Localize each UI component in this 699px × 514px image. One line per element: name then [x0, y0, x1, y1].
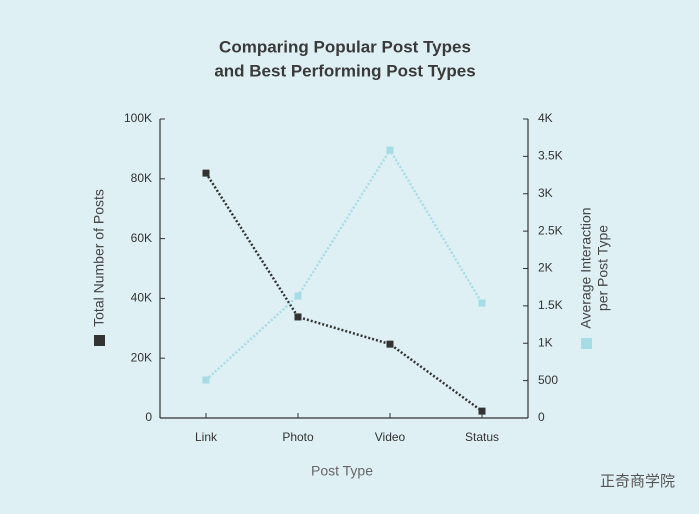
legend-swatch: [581, 338, 592, 349]
data-point: [294, 313, 302, 321]
data-point: [478, 299, 486, 307]
chart-title: and Best Performing Post Types: [214, 61, 475, 80]
watermark: 正奇商学院: [600, 472, 675, 490]
series-line: [205, 147, 484, 381]
x-axis-title: Post Type: [311, 463, 373, 479]
y2-tick-label: 500: [538, 373, 558, 387]
y2-tick-label: 2K: [538, 261, 553, 275]
y-tick-label: 0: [145, 410, 152, 424]
data-point: [202, 376, 210, 384]
y2-tick-label: 4K: [538, 111, 553, 125]
chart-title: Comparing Popular Post Types: [219, 37, 471, 56]
y-tick-label: 100K: [124, 111, 152, 125]
data-point: [202, 169, 210, 177]
data-point: [294, 292, 302, 300]
series-line: [204, 172, 483, 413]
y-tick-label: 80K: [131, 171, 152, 185]
x-tick-label: Video: [375, 430, 406, 444]
x-tick-label: Link: [195, 430, 218, 444]
y-tick-label: 40K: [131, 291, 152, 305]
y2-tick-label: 1K: [538, 335, 553, 349]
y2-tick-label: 3K: [538, 186, 553, 200]
y2-tick-label: 2.5K: [538, 223, 563, 237]
data-point: [386, 146, 394, 154]
x-tick-label: Status: [465, 430, 499, 444]
y-tick-label: 60K: [131, 231, 152, 245]
y2-tick-label: 3.5K: [538, 149, 563, 163]
data-point: [386, 340, 394, 348]
y2-axis-title: per Post Type: [595, 225, 611, 311]
data-point: [478, 407, 486, 415]
y2-axis-title: Average Interaction: [578, 207, 594, 328]
y-tick-label: 20K: [131, 350, 152, 364]
x-tick-label: Photo: [282, 430, 314, 444]
legend-swatch: [94, 335, 105, 346]
y2-tick-label: 1.5K: [538, 298, 563, 312]
y2-tick-label: 0: [538, 410, 545, 424]
y-axis-title: Total Number of Posts: [91, 189, 107, 327]
